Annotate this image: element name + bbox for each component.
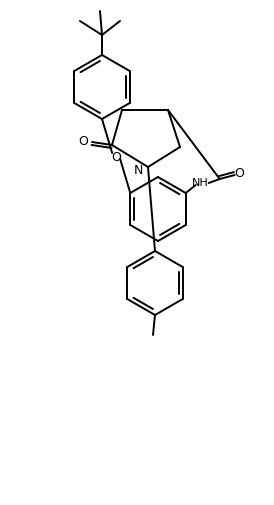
Text: O: O [111, 150, 121, 163]
Text: O: O [78, 134, 88, 147]
Text: O: O [234, 166, 244, 179]
Text: N: N [134, 163, 143, 176]
Text: NH: NH [192, 178, 209, 188]
